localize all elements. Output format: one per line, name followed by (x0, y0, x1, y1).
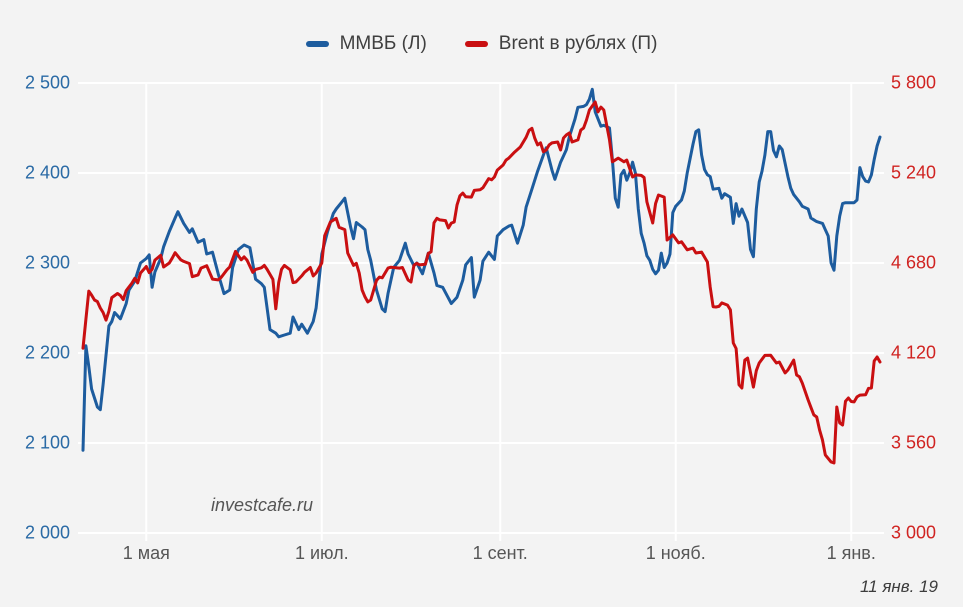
y-axis-left-label: 2 000 (24, 522, 70, 543)
y-axis-right-label: 4 680 (891, 252, 937, 273)
x-axis-label: 1 сент. (472, 543, 528, 563)
series-line-0 (81, 87, 882, 452)
y-axis-left-label: 2 400 (24, 162, 70, 183)
y-axis-right-label: 5 800 (891, 72, 937, 93)
legend-item-0: ММВБ (Л) (305, 33, 427, 55)
legend-swatch-icon (464, 41, 488, 47)
y-axis-right-label: 3 000 (891, 522, 937, 543)
y-axis-right-label: 5 240 (891, 162, 937, 183)
x-axis-label: 1 нояб. (645, 543, 706, 563)
chart-legend: ММВБ (Л) Brent в рублях (П) (0, 31, 963, 57)
x-axis-label: 1 июл. (294, 543, 349, 563)
date-note: 11 янв. 19 (859, 577, 938, 596)
legend-swatch-icon (305, 41, 329, 47)
y-axis-left-label: 2 300 (24, 252, 70, 273)
y-axis-left-label: 2 200 (24, 342, 70, 363)
series-line-1 (81, 100, 882, 465)
x-axis-label: 1 янв. (826, 543, 876, 563)
x-axis-label: 1 мая (122, 543, 170, 563)
y-axis-right-label: 4 120 (891, 342, 937, 363)
watermark: investcafe.ru (211, 495, 314, 515)
y-axis-left-label: 2 500 (24, 72, 70, 93)
legend-label: Brent в рублях (П) (498, 33, 658, 54)
y-axis-left-label: 2 100 (24, 432, 70, 453)
legend-item-1: Brent в рублях (П) (464, 33, 658, 55)
legend-label: ММВБ (Л) (339, 33, 427, 54)
y-axis-right-label: 3 560 (891, 432, 937, 453)
